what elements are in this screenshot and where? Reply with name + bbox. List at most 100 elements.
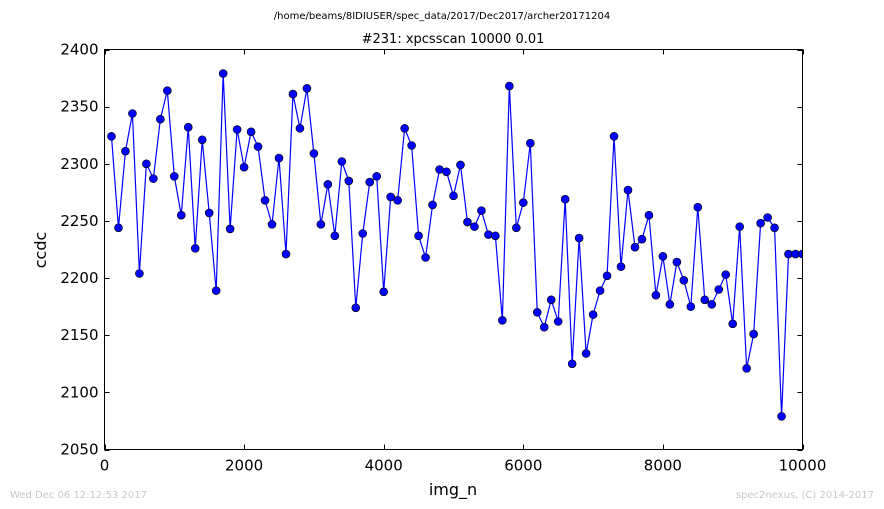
data-point [609,132,619,141]
data-point [721,270,731,279]
data-point [700,295,710,305]
file-path-header: /home/beams/8IDIUSER/spec_data/2017/Dec2… [274,11,610,22]
data-point [498,316,507,325]
x-tick-label: 10000 [779,457,827,475]
data-point [114,223,123,233]
data-point [581,349,591,358]
data-point [763,213,772,222]
data-point [798,249,802,259]
data-point [372,172,382,181]
data-point [470,222,479,231]
y-tick-label: 2150 [60,326,98,344]
data-point [107,132,116,141]
data-point [218,69,228,78]
data-point [532,308,542,317]
data-point [602,271,612,281]
data-point [316,220,326,229]
x-tick-label: 6000 [504,457,542,475]
data-point [714,285,724,294]
data-point [337,157,347,166]
data-point [239,162,249,172]
data-point [309,149,319,158]
data-point [539,322,549,332]
data-point [525,138,535,148]
data-point [658,252,668,261]
x-tick-label: 0 [100,457,110,475]
data-point [672,257,682,267]
y-axis-label: ccdc [31,232,50,269]
x-tick-label: 2000 [225,457,263,475]
data-point [707,300,717,309]
y-tick-label: 2400 [60,41,98,59]
data-point [176,210,186,220]
data-point [142,159,151,169]
data-point [295,124,305,133]
data-point [421,253,430,262]
data-point [190,244,200,253]
data-point [665,300,675,309]
credit-footer: spec2nexus, (C) 2014-2017 [736,490,874,501]
data-point [512,223,521,233]
data-point [260,196,270,205]
plot-frame [104,49,803,450]
y-tick-label: 2100 [60,383,98,401]
axis-ticks [104,49,804,451]
data-point [121,146,130,156]
data-point [149,174,158,183]
data-point [163,86,172,95]
data-point [225,224,235,234]
data-point [358,229,368,238]
data-point [232,125,242,134]
y-tick-label: 2300 [60,155,98,173]
plot-border [104,49,803,450]
data-point [156,114,165,124]
data-point [770,223,779,233]
data-point [693,202,703,212]
data-point [574,233,584,243]
x-tick-label: 4000 [365,457,403,475]
data-point [518,198,528,207]
x-tick-label: 8000 [644,457,682,475]
data-point [407,141,416,150]
y-tick-label: 2350 [60,98,98,116]
data-point [477,206,486,215]
data-point [281,249,291,259]
data-point [204,208,214,218]
data-point [491,231,500,241]
data-point [351,303,361,313]
data-point [756,218,765,228]
data-point [428,200,437,210]
data-point [267,220,277,229]
data-point [414,231,423,241]
series-line [110,72,802,417]
data-point [330,231,340,241]
data-point [365,177,375,187]
data-point [442,167,451,177]
data-point [400,124,409,133]
data-point [679,276,689,285]
x-axis-label: img_n [429,480,477,500]
data-point [637,234,647,244]
data-point [546,295,556,305]
data-point [183,122,193,132]
data-point [463,217,472,227]
data-point [135,269,144,278]
y-tick-label: 2200 [60,269,98,287]
data-point [651,290,661,300]
data-point [274,153,284,163]
y-tick-label: 2250 [60,212,98,230]
data-point [170,172,179,181]
data-point [211,286,221,295]
data-point [484,230,493,239]
data-point [728,319,738,329]
data-point [456,160,465,170]
data-point [246,127,256,137]
data-point [505,81,514,91]
data-series [107,69,802,421]
data-point [302,84,312,93]
data-point [379,287,389,297]
data-point [616,262,626,271]
data-point [735,222,744,231]
